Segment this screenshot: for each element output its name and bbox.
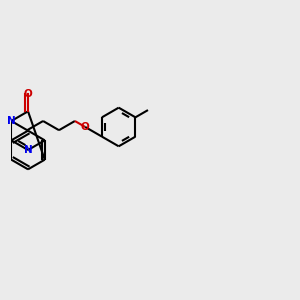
Text: N: N — [24, 145, 32, 155]
Text: O: O — [24, 89, 32, 99]
Text: N: N — [7, 116, 16, 126]
Text: O: O — [81, 122, 90, 132]
